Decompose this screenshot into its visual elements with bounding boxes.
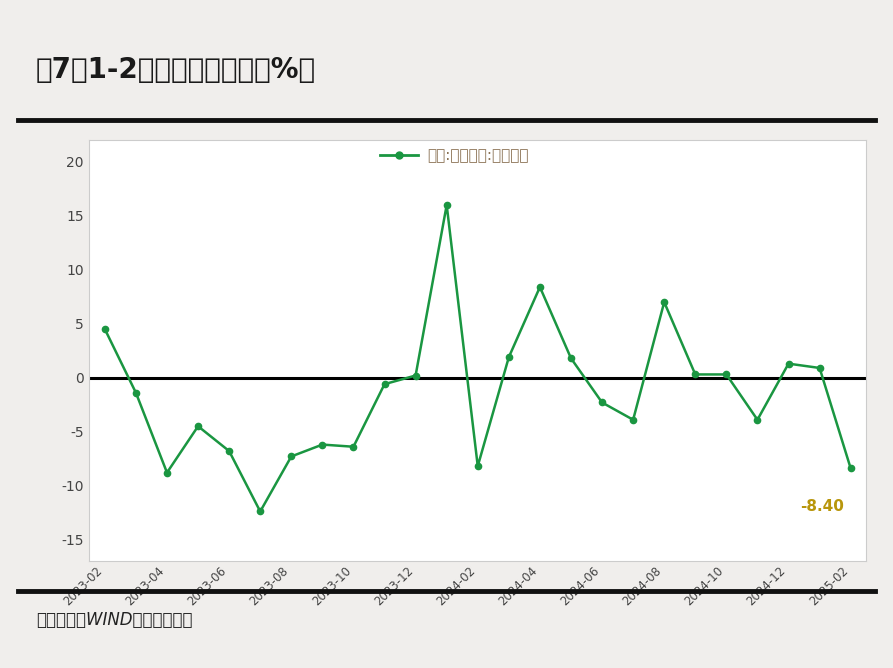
Text: 资料来源：WIND，财信研究院: 资料来源：WIND，财信研究院: [36, 611, 192, 629]
Legend: 中国:进口金额:当月同比: 中国:进口金额:当月同比: [380, 148, 529, 163]
Text: 图7：1-2月进口增速回落（%）: 图7：1-2月进口增速回落（%）: [36, 55, 316, 84]
Text: -8.40: -8.40: [801, 498, 845, 514]
